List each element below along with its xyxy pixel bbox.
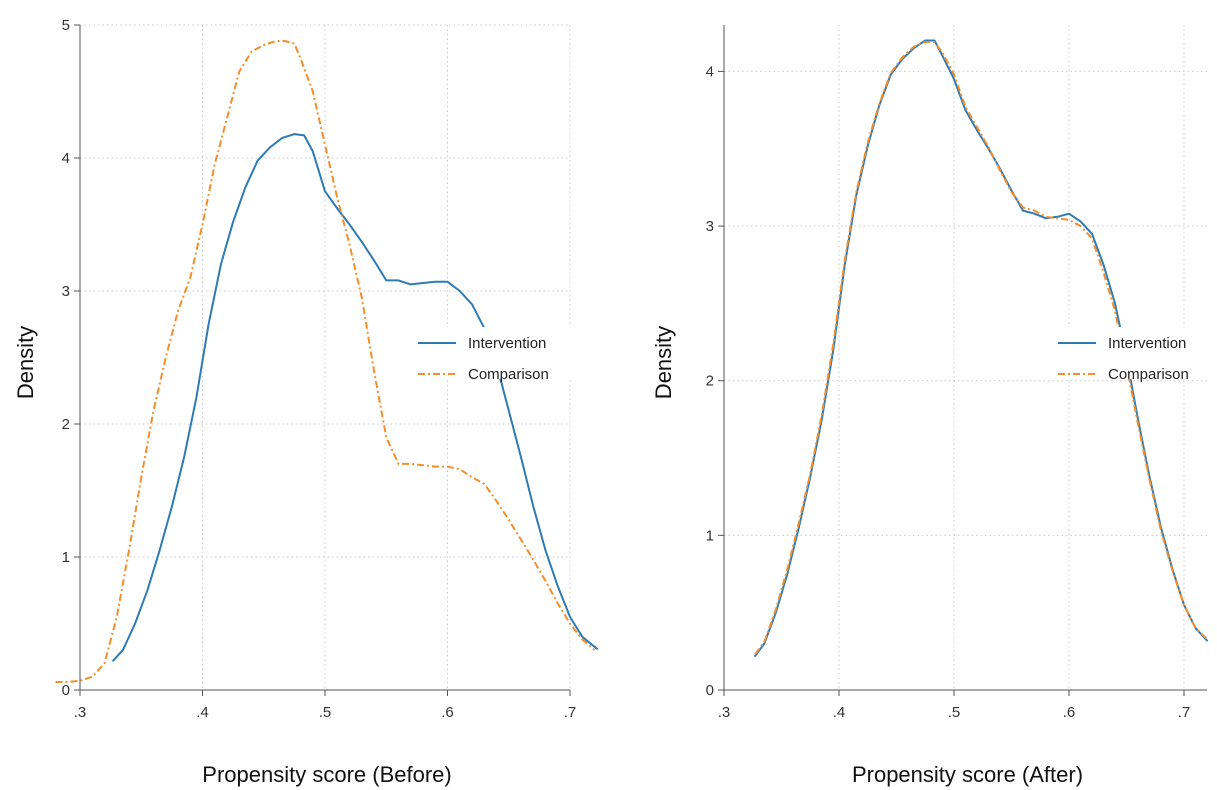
series-before xyxy=(55,40,598,683)
ticks-after: .3 .4 .5 .6 .7 0 1 2 3 4 xyxy=(706,63,1191,721)
legend-label-intervention: Intervention xyxy=(1108,335,1186,352)
legend-background xyxy=(1052,327,1212,379)
legend-label-intervention: Intervention xyxy=(468,335,546,352)
legend-after: Intervention Comparison xyxy=(1052,327,1212,383)
ticks-before: .3 .4 .5 .6 .7 0 1 2 3 4 5 xyxy=(62,17,577,721)
x-tick-label: .5 xyxy=(948,704,961,721)
chart-panel-before: .3 .4 .5 .6 .7 0 1 2 3 4 5 Propensity score (Befor… xyxy=(13,17,598,787)
x-tick-label: .4 xyxy=(833,704,846,721)
legend-label-comparison: Comparison xyxy=(1108,366,1189,383)
x-tick-label: .7 xyxy=(564,704,577,721)
x-tick-label: .3 xyxy=(718,704,731,721)
x-axis-title-before: Propensity score (Before) xyxy=(202,762,451,787)
legend-background xyxy=(412,327,572,379)
y-tick-label: 1 xyxy=(706,527,714,544)
y-tick-label: 3 xyxy=(62,283,70,300)
x-axis-title-after: Propensity score (After) xyxy=(852,762,1083,787)
x-tick-label: .7 xyxy=(1178,704,1191,721)
x-tick-label: .6 xyxy=(1063,704,1076,721)
x-tick-label: .5 xyxy=(319,704,332,721)
y-tick-label: 4 xyxy=(62,150,70,167)
chart-panel-after: .3 .4 .5 .6 .7 0 1 2 3 4 Propensity score (After)… xyxy=(651,25,1212,787)
legend-before: Intervention Comparison xyxy=(412,327,572,383)
series-line-comparison xyxy=(55,40,596,683)
x-tick-label: .4 xyxy=(196,704,209,721)
y-tick-label: 2 xyxy=(62,416,70,433)
y-axis-title-after: Density xyxy=(651,326,676,399)
x-tick-label: .6 xyxy=(441,704,454,721)
y-tick-label: 0 xyxy=(706,682,714,699)
y-tick-label: 2 xyxy=(706,373,714,390)
series-line-comparison xyxy=(754,41,1208,655)
legend-label-comparison: Comparison xyxy=(468,366,549,383)
x-tick-label: .3 xyxy=(74,704,87,721)
y-axis-title-before: Density xyxy=(13,326,38,399)
y-tick-label: 3 xyxy=(706,218,714,235)
y-tick-label: 1 xyxy=(62,549,70,566)
axes-after xyxy=(723,25,1207,691)
series-line-intervention xyxy=(112,133,598,662)
y-tick-label: 4 xyxy=(706,63,714,80)
y-tick-label: 0 xyxy=(62,682,70,699)
y-tick-label: 5 xyxy=(62,17,70,34)
